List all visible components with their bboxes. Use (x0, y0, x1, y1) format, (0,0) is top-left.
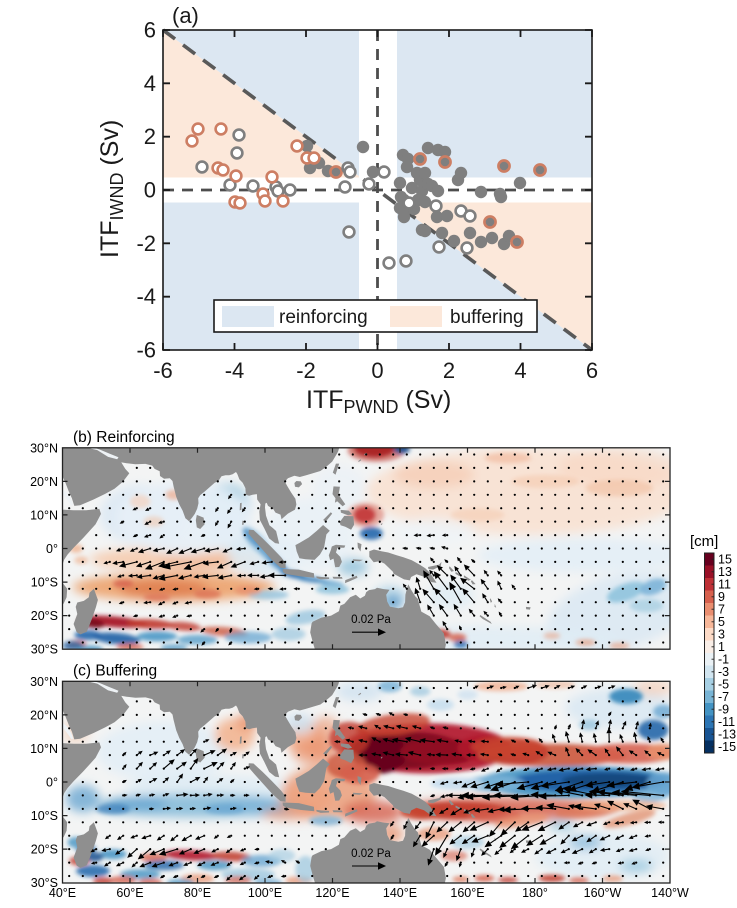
svg-text:-11: -11 (718, 715, 735, 729)
svg-text:0: 0 (371, 358, 383, 383)
svg-text:-5: -5 (718, 678, 729, 692)
svg-text:20°N: 20°N (30, 475, 58, 489)
svg-text:140°E: 140°E (383, 886, 417, 900)
svg-text:120°E: 120°E (315, 886, 349, 900)
svg-text:40°E: 40°E (49, 886, 76, 900)
svg-text:180°: 180° (522, 886, 548, 900)
svg-text:-3: -3 (718, 665, 729, 679)
svg-text:-13: -13 (718, 728, 736, 742)
svg-text:-7: -7 (718, 690, 729, 704)
svg-text:60°E: 60°E (116, 886, 143, 900)
svg-text:4: 4 (514, 358, 526, 383)
svg-text:reinforcing: reinforcing (279, 307, 368, 328)
svg-text:-2: -2 (296, 358, 316, 383)
svg-text:30°N: 30°N (30, 441, 58, 455)
svg-text:140°W: 140°W (651, 886, 689, 900)
svg-text:9: 9 (718, 590, 725, 604)
svg-text:-6: -6 (153, 358, 173, 383)
svg-text:[cm]: [cm] (690, 533, 718, 550)
svg-text:0°: 0° (46, 776, 58, 790)
svg-text:30°S: 30°S (31, 876, 58, 890)
svg-text:-9: -9 (718, 703, 729, 717)
svg-text:30°S: 30°S (31, 643, 58, 657)
svg-text:10°S: 10°S (31, 809, 58, 823)
svg-text:20°S: 20°S (31, 843, 58, 857)
svg-text:-4: -4 (136, 284, 156, 309)
svg-text:-1: -1 (718, 653, 729, 667)
svg-text:13: 13 (718, 565, 732, 579)
svg-text:15: 15 (718, 553, 732, 567)
svg-text:0°: 0° (46, 542, 58, 556)
svg-text:6: 6 (586, 358, 598, 383)
svg-text:10°S: 10°S (31, 576, 58, 590)
svg-text:100°E: 100°E (248, 886, 282, 900)
svg-text:6: 6 (144, 18, 156, 43)
svg-text:(c) Buffering: (c) Buffering (73, 663, 157, 680)
svg-text:-2: -2 (136, 231, 156, 256)
svg-text:-15: -15 (718, 740, 736, 754)
svg-text:10°N: 10°N (30, 508, 58, 522)
svg-text:10°N: 10°N (30, 742, 58, 756)
svg-text:5: 5 (718, 615, 725, 629)
svg-text:11: 11 (718, 578, 731, 592)
svg-text:0.02 Pa: 0.02 Pa (351, 848, 391, 860)
svg-text:30°N: 30°N (30, 675, 58, 689)
svg-text:7: 7 (718, 603, 725, 617)
svg-text:-6: -6 (136, 338, 156, 363)
svg-text:20°N: 20°N (30, 708, 58, 722)
svg-text:20°S: 20°S (31, 609, 58, 623)
svg-text:2: 2 (144, 124, 156, 149)
svg-text:0: 0 (144, 178, 156, 203)
svg-text:160°E: 160°E (450, 886, 484, 900)
svg-text:0.02 Pa: 0.02 Pa (351, 614, 391, 626)
svg-text:(a): (a) (172, 3, 199, 28)
svg-text:ITFIWND (Sv): ITFIWND (Sv) (96, 120, 127, 258)
svg-text:(b) Reinforcing: (b) Reinforcing (73, 429, 175, 446)
svg-text:2: 2 (443, 358, 455, 383)
svg-text:80°E: 80°E (184, 886, 211, 900)
svg-text:4: 4 (144, 71, 156, 96)
svg-text:1: 1 (718, 640, 725, 654)
svg-text:-4: -4 (225, 358, 245, 383)
svg-text:160°W: 160°W (584, 886, 622, 900)
svg-text:buffering: buffering (450, 307, 524, 328)
svg-text:3: 3 (718, 628, 725, 642)
